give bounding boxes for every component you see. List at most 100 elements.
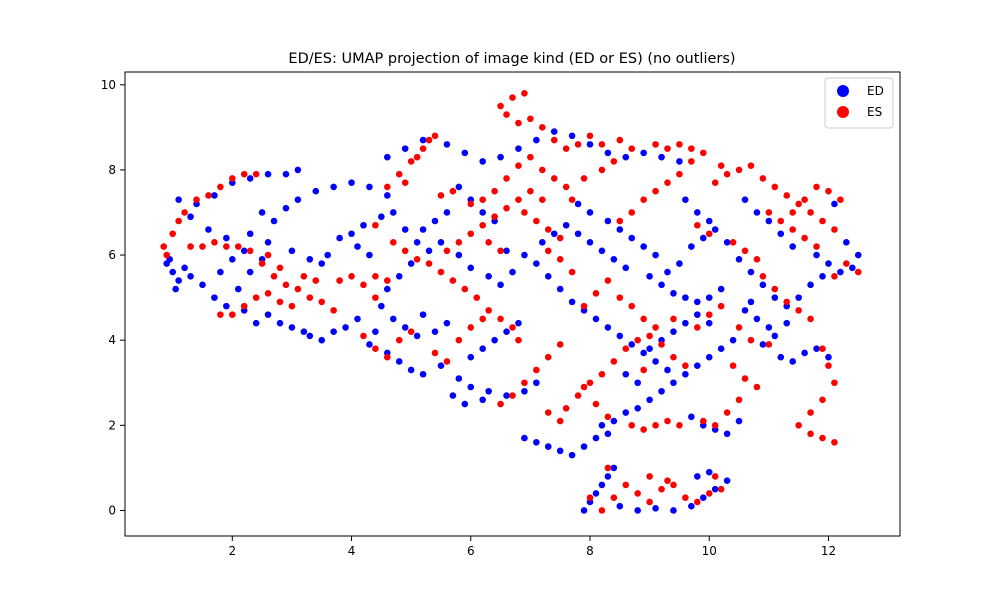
point-ed (759, 281, 767, 289)
point-ed (694, 298, 701, 306)
point-es (843, 260, 850, 267)
point-es (282, 281, 290, 289)
point-es (825, 362, 832, 370)
point-ed (670, 328, 677, 335)
y-tick-label: 2 (108, 418, 116, 432)
point-es (670, 315, 677, 323)
point-es (497, 247, 504, 255)
point-es (556, 341, 564, 348)
point-ed (676, 158, 683, 165)
point-es (485, 307, 492, 314)
point-ed (717, 285, 725, 293)
point-es (527, 115, 534, 123)
point-es (455, 238, 463, 246)
point-ed (652, 358, 659, 365)
point-ed (705, 217, 713, 225)
point-ed (598, 247, 606, 255)
point-ed (699, 494, 707, 501)
point-ed (747, 268, 755, 276)
point-es (682, 494, 689, 501)
point-es (574, 141, 582, 148)
point-es (163, 251, 171, 259)
point-es (604, 464, 612, 472)
point-ed (246, 175, 254, 182)
point-ed (682, 319, 689, 327)
point-ed (342, 324, 349, 331)
point-ed (544, 443, 552, 450)
point-es (652, 324, 659, 331)
point-es (735, 166, 743, 174)
point-es (664, 145, 671, 152)
point-ed (443, 319, 451, 327)
point-es (372, 273, 379, 280)
point-ed (705, 468, 713, 476)
point-es (461, 285, 469, 293)
point-es (676, 170, 683, 178)
point-es (401, 179, 409, 186)
point-es (497, 400, 504, 408)
point-ed (634, 507, 641, 514)
point-es (831, 226, 838, 233)
plot-area-frame (124, 71, 901, 537)
point-ed (705, 294, 713, 301)
point-es (777, 217, 785, 225)
point-ed (181, 264, 188, 272)
point-es (568, 196, 576, 204)
point-es (407, 158, 415, 165)
point-es (348, 273, 355, 280)
point-es (431, 349, 439, 357)
point-ed (592, 315, 600, 323)
x-tick-label: 6 (467, 544, 475, 558)
point-ed (479, 209, 486, 216)
point-es (288, 302, 296, 310)
point-es (694, 498, 701, 506)
point-ed (401, 145, 409, 152)
point-es (622, 481, 630, 489)
point-ed (580, 443, 588, 450)
point-ed (312, 187, 320, 195)
point-es (419, 145, 427, 152)
point-es (521, 209, 528, 216)
point-ed (443, 141, 451, 148)
point-ed (717, 345, 725, 352)
point-es (819, 396, 826, 404)
point-es (717, 162, 725, 169)
point-ed (854, 251, 862, 259)
point-es (610, 358, 618, 365)
point-ed (497, 281, 504, 289)
point-ed (503, 247, 510, 255)
point-es (556, 234, 564, 242)
point-ed (467, 383, 475, 391)
x-tick-label: 4 (348, 544, 356, 558)
point-ed (658, 153, 665, 161)
point-ed (694, 311, 701, 318)
point-es (646, 498, 653, 506)
point-es (646, 332, 653, 340)
point-ed (384, 285, 391, 293)
point-ed (384, 192, 391, 199)
point-es (580, 175, 588, 182)
point-es (735, 324, 743, 331)
point-ed (360, 221, 367, 229)
point-ed (294, 196, 302, 204)
point-es (670, 481, 677, 489)
point-ed (610, 256, 618, 263)
point-es (580, 383, 588, 391)
point-ed (753, 209, 761, 216)
point-es (539, 124, 546, 131)
point-ed (556, 285, 564, 293)
point-es (240, 170, 248, 178)
point-es (258, 260, 266, 267)
point-ed (711, 226, 719, 233)
point-ed (604, 217, 612, 225)
point-es (807, 209, 814, 216)
point-ed (604, 473, 612, 480)
point-ed (252, 319, 260, 327)
point-ed (449, 392, 457, 399)
point-ed (366, 341, 373, 348)
point-es (586, 379, 594, 387)
point-es (491, 187, 498, 195)
point-ed (533, 260, 540, 267)
point-es (294, 285, 302, 293)
point-ed (187, 273, 194, 280)
